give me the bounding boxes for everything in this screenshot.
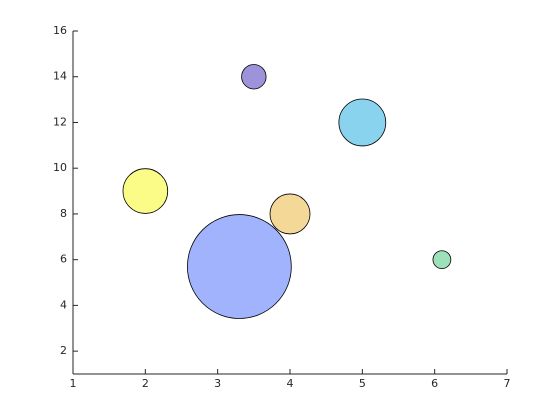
y-tick-label: 4 (60, 298, 67, 311)
bubble (338, 98, 387, 147)
y-tick-label: 14 (53, 70, 67, 83)
x-tick-label: 3 (214, 377, 221, 390)
y-tick-label: 16 (53, 24, 67, 37)
bubble (269, 193, 311, 235)
bubble (241, 64, 267, 90)
x-tick-label: 6 (431, 377, 438, 390)
y-tick-label: 10 (53, 161, 67, 174)
x-tick-label: 2 (142, 377, 149, 390)
x-tick-label: 1 (70, 377, 77, 390)
y-tick-label: 2 (60, 344, 67, 357)
y-tick-label: 12 (53, 115, 67, 128)
bubble (187, 214, 292, 319)
bubble (122, 168, 169, 214)
bubble (432, 250, 452, 270)
y-tick-label: 6 (60, 253, 67, 266)
x-tick-label: 4 (287, 377, 294, 390)
y-tick-label: 8 (60, 207, 67, 220)
x-tick-label: 5 (359, 377, 366, 390)
x-tick-label: 7 (504, 377, 511, 390)
